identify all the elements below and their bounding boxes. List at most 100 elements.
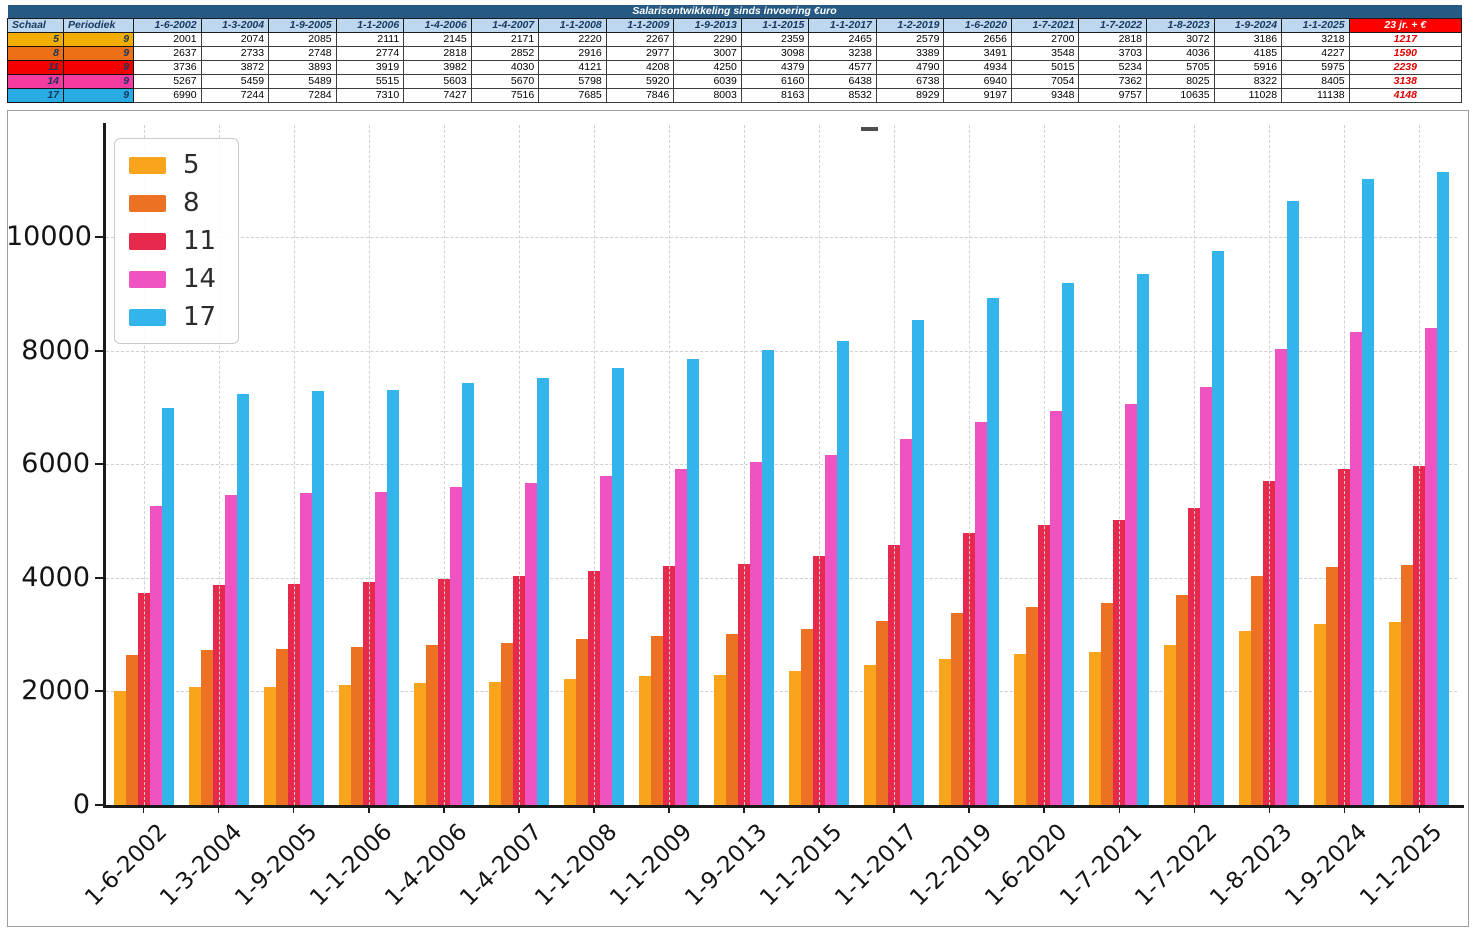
increase-value-cell[interactable]: 1217 bbox=[1348, 32, 1463, 47]
column-header-increase[interactable]: 23 jr. + € bbox=[1348, 18, 1463, 33]
salary-value-cell[interactable]: 6160 bbox=[740, 74, 810, 89]
salary-value-cell[interactable]: 2733 bbox=[200, 46, 270, 61]
column-header-date[interactable]: 1-1-2006 bbox=[335, 18, 405, 33]
column-header-periodiek[interactable]: Periodiek bbox=[63, 18, 135, 33]
salary-value-cell[interactable]: 5670 bbox=[470, 74, 540, 89]
salary-value-cell[interactable]: 8003 bbox=[673, 88, 742, 103]
salary-value-cell[interactable]: 5975 bbox=[1281, 60, 1350, 75]
salary-value-cell[interactable]: 3072 bbox=[1146, 32, 1215, 47]
column-header-schaal[interactable]: Schaal bbox=[6, 18, 65, 33]
salary-value-cell[interactable]: 6438 bbox=[808, 74, 877, 89]
schaal-cell[interactable]: 14 bbox=[6, 74, 65, 89]
salary-value-cell[interactable]: 4185 bbox=[1213, 46, 1283, 61]
salary-value-cell[interactable]: 6990 bbox=[133, 88, 202, 103]
column-header-date[interactable]: 1-1-2025 bbox=[1281, 18, 1350, 33]
salary-value-cell[interactable]: 7244 bbox=[200, 88, 270, 103]
salary-value-cell[interactable]: 9348 bbox=[1010, 88, 1080, 103]
salary-value-cell[interactable]: 4036 bbox=[1146, 46, 1215, 61]
salary-value-cell[interactable]: 5798 bbox=[538, 74, 607, 89]
salary-value-cell[interactable]: 5267 bbox=[133, 74, 202, 89]
column-header-date[interactable]: 1-1-2015 bbox=[740, 18, 810, 33]
salary-value-cell[interactable]: 5705 bbox=[1146, 60, 1215, 75]
salary-value-cell[interactable]: 3703 bbox=[1078, 46, 1148, 61]
salary-value-cell[interactable]: 4790 bbox=[875, 60, 945, 75]
salary-value-cell[interactable]: 7846 bbox=[605, 88, 675, 103]
schaal-cell[interactable]: 8 bbox=[6, 46, 65, 61]
salary-value-cell[interactable]: 3893 bbox=[268, 60, 337, 75]
column-header-date[interactable]: 1-4-2006 bbox=[403, 18, 472, 33]
salary-value-cell[interactable]: 2700 bbox=[1010, 32, 1080, 47]
salary-value-cell[interactable]: 4227 bbox=[1281, 46, 1350, 61]
salary-value-cell[interactable]: 3238 bbox=[808, 46, 877, 61]
column-header-date[interactable]: 1-4-2007 bbox=[470, 18, 540, 33]
salary-value-cell[interactable]: 4379 bbox=[740, 60, 810, 75]
salary-value-cell[interactable]: 6738 bbox=[875, 74, 945, 89]
column-header-date[interactable]: 1-6-2020 bbox=[943, 18, 1012, 33]
schaal-cell[interactable]: 5 bbox=[6, 32, 65, 47]
salary-value-cell[interactable]: 5489 bbox=[268, 74, 337, 89]
salary-value-cell[interactable]: 8163 bbox=[740, 88, 810, 103]
salary-value-cell[interactable]: 3736 bbox=[133, 60, 202, 75]
salary-value-cell[interactable]: 3098 bbox=[740, 46, 810, 61]
schaal-cell[interactable]: 17 bbox=[6, 88, 65, 103]
salary-value-cell[interactable]: 2637 bbox=[133, 46, 202, 61]
salary-value-cell[interactable]: 2085 bbox=[268, 32, 337, 47]
salary-value-cell[interactable]: 3872 bbox=[200, 60, 270, 75]
periodiek-cell[interactable]: 9 bbox=[63, 88, 135, 103]
column-header-date[interactable]: 1-9-2013 bbox=[673, 18, 742, 33]
periodiek-cell[interactable]: 9 bbox=[63, 46, 135, 61]
column-header-date[interactable]: 1-1-2008 bbox=[538, 18, 607, 33]
column-header-date[interactable]: 1-1-2017 bbox=[808, 18, 877, 33]
column-header-date[interactable]: 1-8-2023 bbox=[1146, 18, 1215, 33]
salary-value-cell[interactable]: 2818 bbox=[403, 46, 472, 61]
increase-value-cell[interactable]: 4148 bbox=[1348, 88, 1463, 103]
column-header-date[interactable]: 1-7-2021 bbox=[1010, 18, 1080, 33]
salary-value-cell[interactable]: 11028 bbox=[1213, 88, 1283, 103]
salary-value-cell[interactable]: 3389 bbox=[875, 46, 945, 61]
salary-value-cell[interactable]: 2359 bbox=[740, 32, 810, 47]
salary-value-cell[interactable]: 8929 bbox=[875, 88, 945, 103]
salary-value-cell[interactable]: 2171 bbox=[470, 32, 540, 47]
column-header-date[interactable]: 1-9-2005 bbox=[268, 18, 337, 33]
salary-value-cell[interactable]: 2748 bbox=[268, 46, 337, 61]
salary-value-cell[interactable]: 2145 bbox=[403, 32, 472, 47]
salary-value-cell[interactable]: 9757 bbox=[1078, 88, 1148, 103]
salary-value-cell[interactable]: 5603 bbox=[403, 74, 472, 89]
salary-value-cell[interactable]: 4934 bbox=[943, 60, 1012, 75]
column-header-date[interactable]: 1-7-2022 bbox=[1078, 18, 1148, 33]
salary-value-cell[interactable]: 4030 bbox=[470, 60, 540, 75]
schaal-cell[interactable]: 11 bbox=[6, 60, 65, 75]
salary-value-cell[interactable]: 2916 bbox=[538, 46, 607, 61]
salary-value-cell[interactable]: 8532 bbox=[808, 88, 877, 103]
salary-value-cell[interactable]: 7685 bbox=[538, 88, 607, 103]
salary-value-cell[interactable]: 2074 bbox=[200, 32, 270, 47]
salary-value-cell[interactable]: 8405 bbox=[1281, 74, 1350, 89]
salary-value-cell[interactable]: 5234 bbox=[1078, 60, 1148, 75]
salary-value-cell[interactable]: 4250 bbox=[673, 60, 742, 75]
salary-value-cell[interactable]: 7516 bbox=[470, 88, 540, 103]
column-header-date[interactable]: 1-2-2019 bbox=[875, 18, 945, 33]
salary-value-cell[interactable]: 7362 bbox=[1078, 74, 1148, 89]
salary-value-cell[interactable]: 5920 bbox=[605, 74, 675, 89]
increase-value-cell[interactable]: 3138 bbox=[1348, 74, 1463, 89]
salary-value-cell[interactable]: 7310 bbox=[335, 88, 405, 103]
salary-value-cell[interactable]: 7054 bbox=[1010, 74, 1080, 89]
column-header-date[interactable]: 1-6-2002 bbox=[133, 18, 202, 33]
salary-value-cell[interactable]: 5015 bbox=[1010, 60, 1080, 75]
salary-value-cell[interactable]: 2852 bbox=[470, 46, 540, 61]
salary-value-cell[interactable]: 5916 bbox=[1213, 60, 1283, 75]
salary-value-cell[interactable]: 2977 bbox=[605, 46, 675, 61]
salary-value-cell[interactable]: 3982 bbox=[403, 60, 472, 75]
salary-value-cell[interactable]: 2290 bbox=[673, 32, 742, 47]
salary-value-cell[interactable]: 4577 bbox=[808, 60, 877, 75]
salary-value-cell[interactable]: 8322 bbox=[1213, 74, 1283, 89]
column-header-date[interactable]: 1-1-2009 bbox=[605, 18, 675, 33]
salary-value-cell[interactable]: 2111 bbox=[335, 32, 405, 47]
salary-value-cell[interactable]: 7427 bbox=[403, 88, 472, 103]
salary-value-cell[interactable]: 2774 bbox=[335, 46, 405, 61]
salary-value-cell[interactable]: 2818 bbox=[1078, 32, 1148, 47]
salary-value-cell[interactable]: 3186 bbox=[1213, 32, 1283, 47]
salary-value-cell[interactable]: 2579 bbox=[875, 32, 945, 47]
salary-value-cell[interactable]: 3491 bbox=[943, 46, 1012, 61]
increase-value-cell[interactable]: 2239 bbox=[1348, 60, 1463, 75]
